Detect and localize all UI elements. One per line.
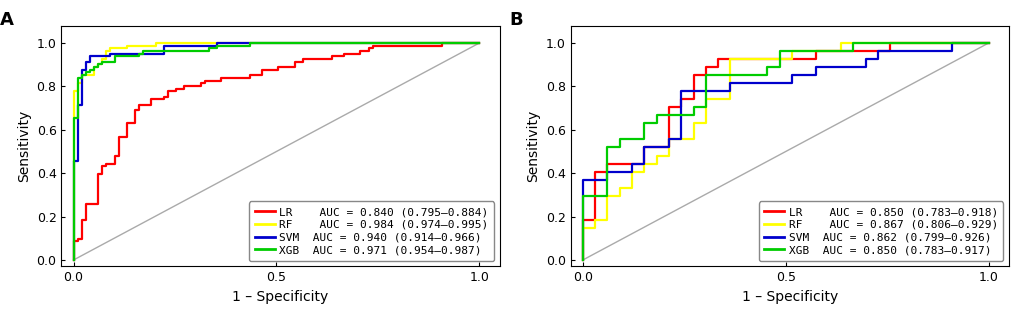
Y-axis label: Sensitivity: Sensitivity (17, 110, 31, 182)
Legend: LR    AUC = 0.850 (0.783–0.918), RF    AUC = 0.867 (0.806–0.929), SVM  AUC = 0.8: LR AUC = 0.850 (0.783–0.918), RF AUC = 0… (758, 202, 1003, 261)
Y-axis label: Sensitivity: Sensitivity (526, 110, 540, 182)
X-axis label: 1 – Specificity: 1 – Specificity (232, 290, 328, 304)
X-axis label: 1 – Specificity: 1 – Specificity (741, 290, 838, 304)
Text: B: B (508, 11, 523, 29)
Text: A: A (0, 11, 14, 29)
Legend: LR    AUC = 0.840 (0.795–0.884), RF    AUC = 0.984 (0.974–0.995), SVM  AUC = 0.9: LR AUC = 0.840 (0.795–0.884), RF AUC = 0… (249, 202, 493, 261)
